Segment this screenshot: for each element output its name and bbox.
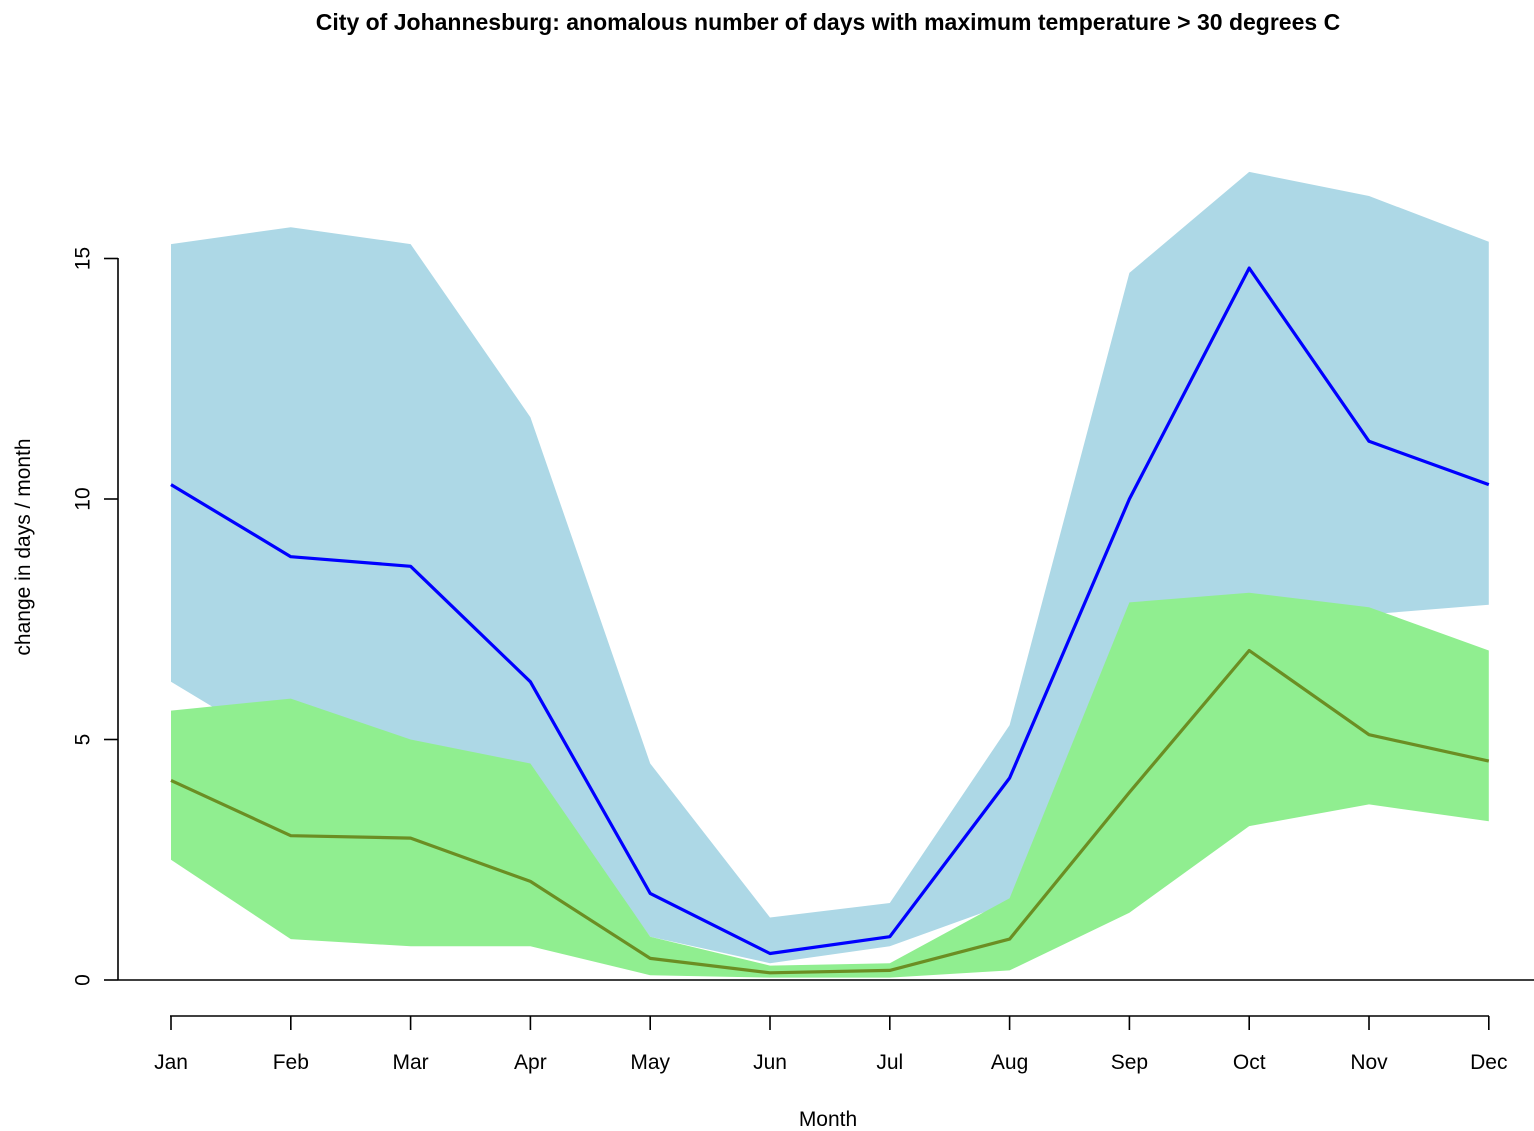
x-tick-label: Apr (514, 1051, 547, 1074)
chart-title: City of Johannesburg: anomalous number o… (316, 9, 1340, 35)
x-tick-label: Jun (753, 1051, 787, 1074)
y-tick-label: 15 (72, 247, 95, 270)
x-tick-label: Feb (273, 1051, 309, 1074)
x-tick-label: Jan (154, 1051, 188, 1074)
lower-band (171, 592, 1489, 978)
y-tick-label: 5 (72, 734, 95, 746)
x-tick-label: Sep (1111, 1051, 1148, 1074)
x-tick-label: May (630, 1051, 670, 1074)
x-tick-label: Aug (991, 1051, 1028, 1074)
plot-area (170, 171, 1490, 978)
x-tick-label: Nov (1350, 1051, 1388, 1074)
x-tick-label: Mar (393, 1051, 429, 1074)
x-tick-label: Dec (1470, 1051, 1507, 1074)
y-ticks: 0 5 10 15 (72, 247, 118, 986)
x-tick-label: Oct (1233, 1051, 1266, 1074)
lower-median-line (170, 648, 1490, 975)
x-axis-label: Month (799, 1108, 857, 1131)
upper-median-line (170, 266, 1490, 956)
y-tick-label: 0 (72, 974, 95, 986)
y-axis-label: change in days / month (12, 438, 35, 655)
x-tick-label: Jul (876, 1051, 903, 1074)
y-tick-label: 10 (72, 487, 95, 510)
upper-band (171, 171, 1489, 964)
x-ticks: Jan Feb Mar Apr May Jun Jul Aug Sep Oct Nov Dec (154, 1016, 1507, 1074)
